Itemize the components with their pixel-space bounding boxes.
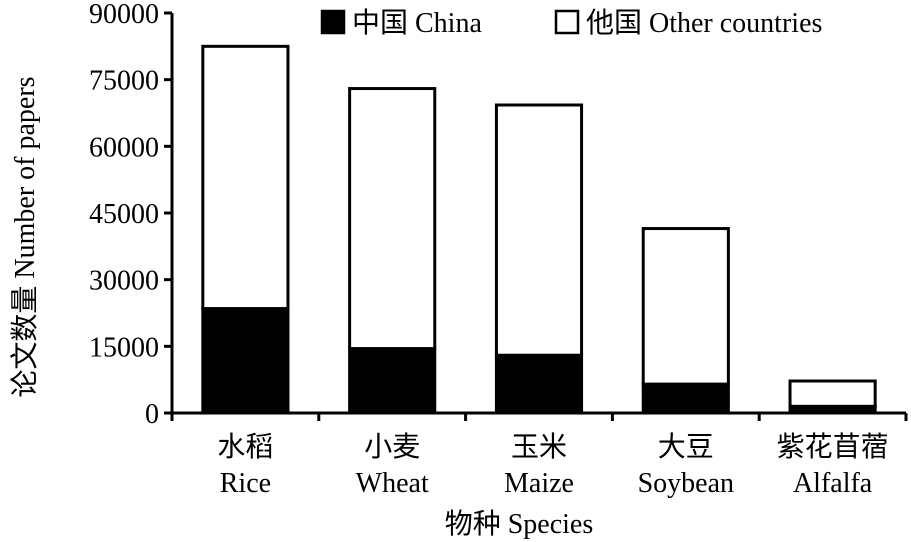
legend: 中国 China 他国 Other countries — [320, 7, 822, 39]
y-tick-label-4: 60000 — [89, 132, 159, 163]
legend-label-1: 他国 Other countries — [586, 7, 822, 39]
bar-maize-series-0 — [494, 353, 584, 415]
y-tick-label-1: 15000 — [89, 332, 159, 363]
x-tick-label-zh-0: 水稻 — [217, 431, 273, 463]
x-tick-label-en-3: Soybean — [638, 468, 734, 499]
x-tick-label-zh-3: 大豆 — [658, 431, 714, 463]
y-tick-label-2: 30000 — [89, 266, 159, 297]
x-axis-label: 物种 Species — [445, 508, 594, 540]
legend-swatch-1 — [554, 9, 580, 35]
y-tick-label-0: 0 — [145, 399, 159, 430]
x-tick-label-en-2: Maize — [504, 468, 574, 499]
bar-rice-series-1 — [201, 44, 290, 311]
bars — [201, 44, 877, 415]
x-tick-label-en-4: Alfalfa — [793, 468, 873, 499]
x-tick-label-zh-4: 紫花苜蓿 — [777, 431, 889, 463]
y-tick-label-3: 45000 — [89, 199, 159, 230]
x-tick-label-en-1: Wheat — [356, 468, 429, 499]
x-tick-label-en-0: Rice — [220, 468, 271, 499]
y-axis: 0 15000 30000 45000 60000 75000 90000 — [89, 0, 174, 430]
bar-maize-series-1 — [494, 103, 584, 357]
x-axis: 水稻 Rice 小麦 Wheat 玉米 Maize 大豆 Soybean 紫花苜蓿 Alfalfa — [170, 411, 908, 499]
bar-soybean-series-1 — [641, 227, 730, 386]
x-tick-label-zh-2: 玉米 — [511, 431, 567, 463]
bar-rice-series-0 — [201, 307, 290, 415]
y-tick-label-5: 75000 — [89, 66, 159, 97]
x-tick-label-zh-1: 小麦 — [364, 431, 420, 463]
bar-soybean-series-0 — [641, 382, 730, 415]
legend-label-0: 中国 China — [352, 7, 482, 39]
bar-wheat-series-1 — [348, 87, 437, 351]
y-axis-label: 论文数量 Number of papers — [9, 76, 41, 397]
bar-wheat-series-0 — [348, 347, 437, 415]
legend-swatch-0 — [320, 9, 346, 35]
bar-alfalfa-series-1 — [788, 379, 877, 408]
y-tick-label-6: 90000 — [89, 0, 159, 30]
